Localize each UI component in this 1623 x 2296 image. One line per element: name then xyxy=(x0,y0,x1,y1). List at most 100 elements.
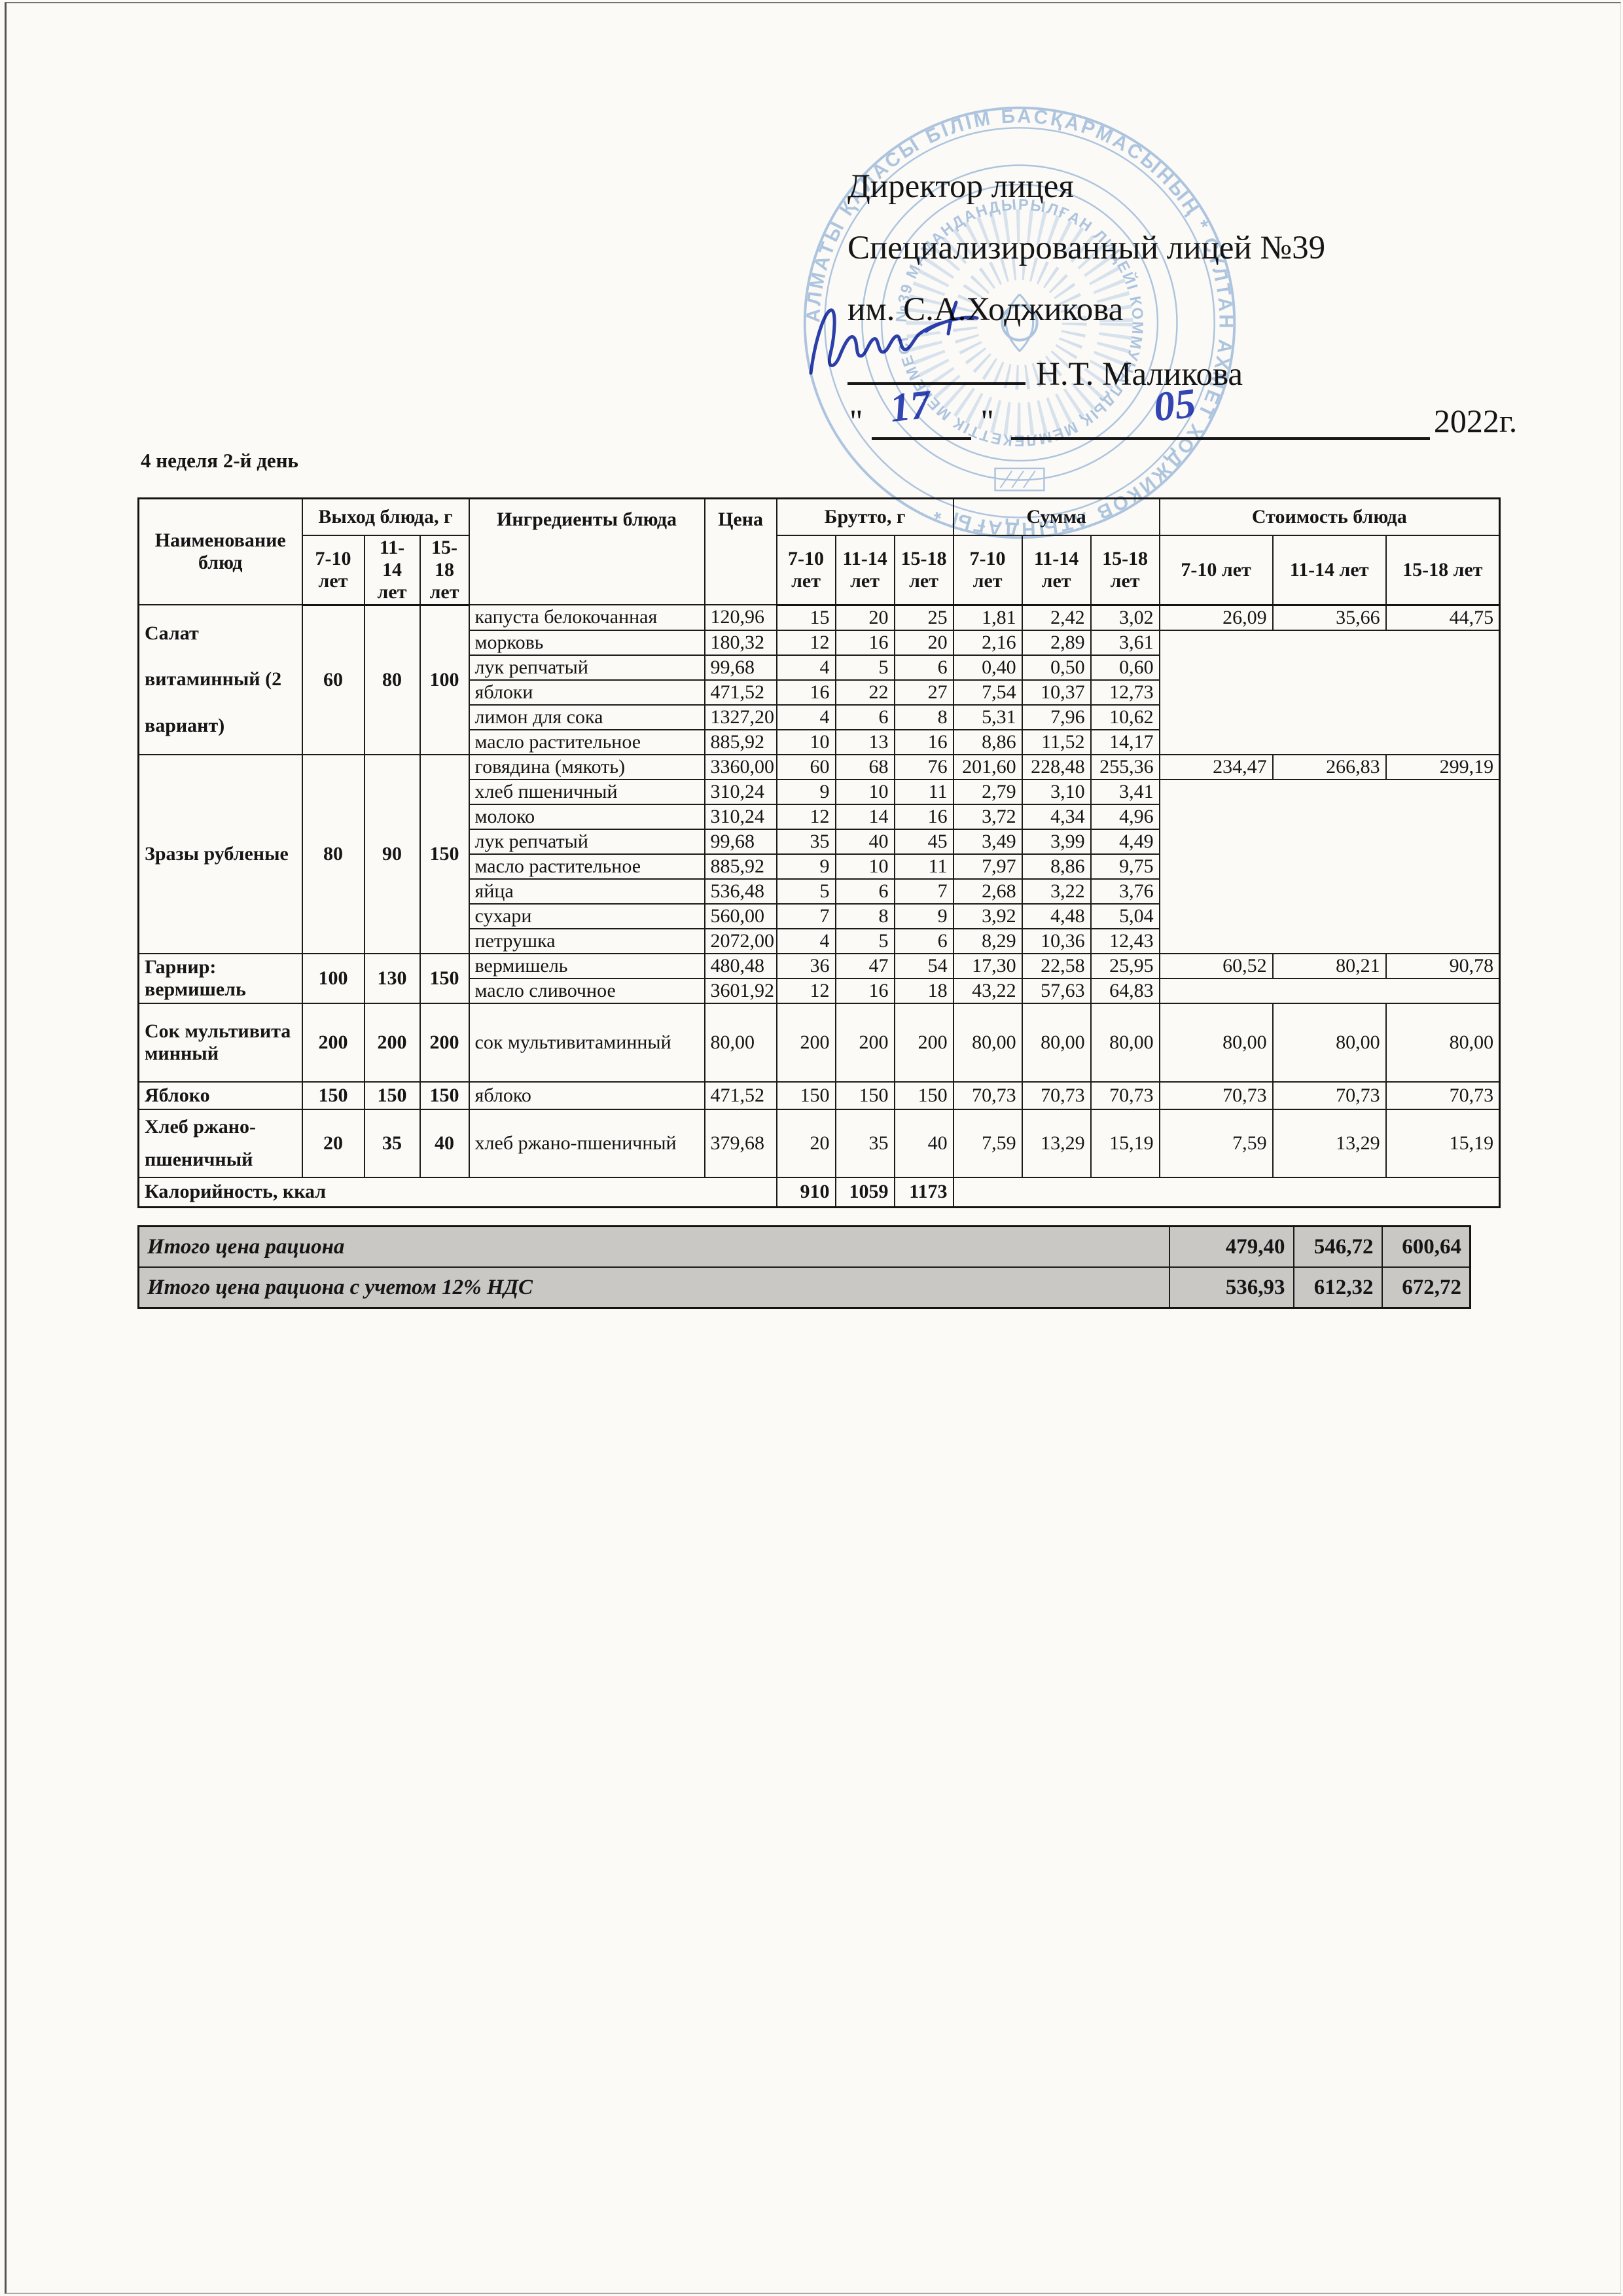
brutto-value: 36 xyxy=(776,952,836,979)
sum-value: 57,63 xyxy=(1021,977,1092,1004)
brutto-value: 15 xyxy=(776,604,836,631)
dish-cost: 266,83 xyxy=(1272,753,1387,780)
brutto-value: 6 xyxy=(893,654,954,681)
sum-value: 11,52 xyxy=(1021,728,1092,755)
ingredient-row: лук репчатый 99,68 4 5 6 0,40 0,50 0,60 xyxy=(139,654,1500,681)
age-col-11-14: 11-14 лет xyxy=(363,534,421,606)
sum-value: 43,22 xyxy=(952,977,1023,1004)
header-row-2: 7-10 лет 11-14 лет 15-18 лет 7-10 лет 11… xyxy=(139,534,1501,606)
sum-value: 7,59 xyxy=(952,1108,1023,1178)
dish-cost: 80,21 xyxy=(1272,952,1387,979)
ingredient: капуста белокочанная xyxy=(468,604,705,631)
brutto-value: 4 xyxy=(776,704,836,730)
portion-out: 150 xyxy=(419,952,470,1004)
sum-value: 10,37 xyxy=(1021,679,1092,706)
sum-value: 4,48 xyxy=(1021,903,1092,929)
sum-value: 3,99 xyxy=(1021,828,1092,855)
age-col-7-10: 7-10 лет xyxy=(952,534,1023,606)
total-value: 536,93 xyxy=(1168,1266,1294,1309)
dish-cost: 299,19 xyxy=(1385,753,1501,780)
brutto-value: 54 xyxy=(893,952,954,979)
brutto-value: 6 xyxy=(893,927,954,954)
brutto-value: 200 xyxy=(776,1002,836,1083)
col-header-output: Выход блюда, г xyxy=(301,497,470,536)
brutto-value: 200 xyxy=(834,1002,895,1083)
dish-name: Гарнир: вермишель xyxy=(137,952,303,1004)
brutto-value: 60 xyxy=(776,753,836,780)
close-quote: " xyxy=(980,403,994,439)
col-header-sum: Сумма xyxy=(952,497,1160,536)
sum-value: 5,04 xyxy=(1090,903,1160,929)
col-header-price: Цена xyxy=(704,497,777,605)
week-day-label: 4 неделя 2-й день xyxy=(141,449,298,472)
calories-row: Калорийность, ккал 910 1059 1173 xyxy=(137,1176,1501,1208)
age-col-7-10: 7-10 лет xyxy=(1158,534,1274,606)
ingredient-row: Гарнир: вермишель 100 130 150 вермишель … xyxy=(137,952,1501,1004)
ingredient: морковь xyxy=(468,629,705,656)
sum-value: 22,58 xyxy=(1021,952,1092,979)
price: 1327,20 xyxy=(704,704,777,730)
sum-value: 8,86 xyxy=(952,728,1023,755)
age-col-11-14: 11-14 лет xyxy=(834,534,895,606)
calories-value: 1059 xyxy=(834,1176,895,1208)
sum-value: 255,36 xyxy=(1090,753,1160,780)
school-name: Специализированный лицей №39 xyxy=(847,230,1326,266)
brutto-value: 150 xyxy=(893,1081,954,1110)
sum-value: 12,73 xyxy=(1090,679,1160,706)
ingredient-row: лук репчатый 99,68 35 40 45 3,49 3,99 4,… xyxy=(139,828,1500,855)
brutto-value: 6 xyxy=(834,704,895,730)
total-value: 600,64 xyxy=(1381,1225,1471,1268)
dish-cost: 15,19 xyxy=(1385,1108,1501,1178)
sum-value: 80,00 xyxy=(952,1002,1023,1083)
empty-cost-area xyxy=(1158,629,1501,755)
price: 310,24 xyxy=(704,803,777,830)
sum-value: 3,22 xyxy=(1021,878,1092,905)
ingredient: масло растительное xyxy=(468,728,705,755)
sum-value: 80,00 xyxy=(1021,1002,1092,1083)
handwritten-month: 05 xyxy=(1151,379,1198,431)
price: 885,92 xyxy=(704,728,777,755)
col-header-brutto: Брутто, г xyxy=(776,497,954,536)
ingredient-row: сухари 560,00 7 8 9 3,92 4,48 5,04 xyxy=(139,903,1500,929)
ingredient: петрушка xyxy=(468,927,705,954)
sum-value: 14,17 xyxy=(1090,728,1160,755)
brutto-value: 13 xyxy=(834,728,895,755)
ingredient: яблоко xyxy=(468,1081,705,1110)
brutto-value: 25 xyxy=(893,604,954,631)
portion-out: 80 xyxy=(301,753,365,954)
price: 310,24 xyxy=(704,778,777,805)
portion-out: 100 xyxy=(301,952,365,1004)
sum-value: 4,49 xyxy=(1090,828,1160,855)
price: 885,92 xyxy=(704,853,777,880)
menu-cost-table: Наименование блюд Выход блюда, г Ингреди… xyxy=(137,497,1501,1208)
sum-value: 12,43 xyxy=(1090,927,1160,954)
brutto-value: 4 xyxy=(776,927,836,954)
portion-out: 150 xyxy=(301,1081,365,1110)
total-value: 612,32 xyxy=(1293,1266,1383,1309)
dish-cost: 80,00 xyxy=(1272,1002,1387,1083)
sum-value: 228,48 xyxy=(1021,753,1092,780)
signer-name: Н.Т. Маликова xyxy=(1036,356,1243,393)
totals-table: Итого цена рациона 479,40 546,72 600,64 … xyxy=(137,1225,1471,1309)
brutto-value: 20 xyxy=(776,1108,836,1178)
brutto-value: 7 xyxy=(776,903,836,929)
price: 3601,92 xyxy=(704,977,777,1004)
ingredient-row: молоко 310,24 12 14 16 3,72 4,34 4,96 xyxy=(139,803,1500,830)
total-value: 546,72 xyxy=(1293,1225,1383,1268)
brutto-value: 12 xyxy=(776,977,836,1004)
brutto-value: 47 xyxy=(834,952,895,979)
ingredient-row: хлеб пшеничный 310,24 9 10 11 2,79 3,10 … xyxy=(139,778,1501,954)
brutto-value: 8 xyxy=(834,903,895,929)
ingredient: вермишель xyxy=(468,952,705,979)
sum-value: 2,16 xyxy=(952,629,1023,656)
sum-value: 2,89 xyxy=(1021,629,1092,656)
age-col-7-10: 7-10 лет xyxy=(301,534,365,606)
sum-value: 0,60 xyxy=(1090,654,1160,681)
age-col-11-14: 11-14 лет xyxy=(1272,534,1387,606)
ingredient-row: яблоки 471,52 16 22 27 7,54 10,37 12,73 xyxy=(139,679,1500,706)
ingredient: яблоки xyxy=(468,679,705,706)
sum-value: 80,00 xyxy=(1090,1002,1160,1083)
sum-value: 3,41 xyxy=(1090,778,1160,805)
signoff-block: Директор лицея Специализированный лицей … xyxy=(847,156,1325,340)
